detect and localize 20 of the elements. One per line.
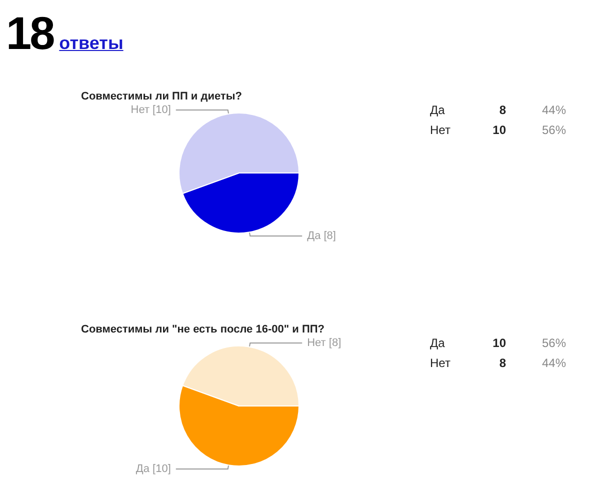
category-label: Нет bbox=[430, 122, 450, 139]
category-label: Нет bbox=[430, 355, 450, 372]
text: 44% bbox=[542, 102, 566, 119]
category-label: Да bbox=[430, 335, 445, 352]
data-label: 8 bbox=[499, 102, 506, 119]
category-label: Да bbox=[430, 102, 445, 119]
text: 44% bbox=[542, 355, 566, 372]
slice-label: Да [10] bbox=[136, 463, 171, 476]
text: 56% bbox=[542, 122, 566, 139]
chart-title: Совместимы ли "не есть после 16-00" и ПП? bbox=[81, 324, 325, 336]
text: 56% bbox=[542, 335, 566, 352]
slice-label: Нет [10] bbox=[130, 104, 171, 116]
data-label: 8 bbox=[499, 355, 506, 372]
slice-label: Нет [8] bbox=[307, 336, 342, 349]
text: 18 bbox=[6, 7, 54, 59]
data-label: 10 bbox=[492, 335, 506, 352]
data-label: 10 bbox=[492, 122, 506, 139]
slice-label: Да [8] bbox=[307, 230, 336, 242]
chart-title: Совместимы ли ПП и диеты? bbox=[81, 90, 242, 102]
text: ответы bbox=[59, 33, 124, 54]
